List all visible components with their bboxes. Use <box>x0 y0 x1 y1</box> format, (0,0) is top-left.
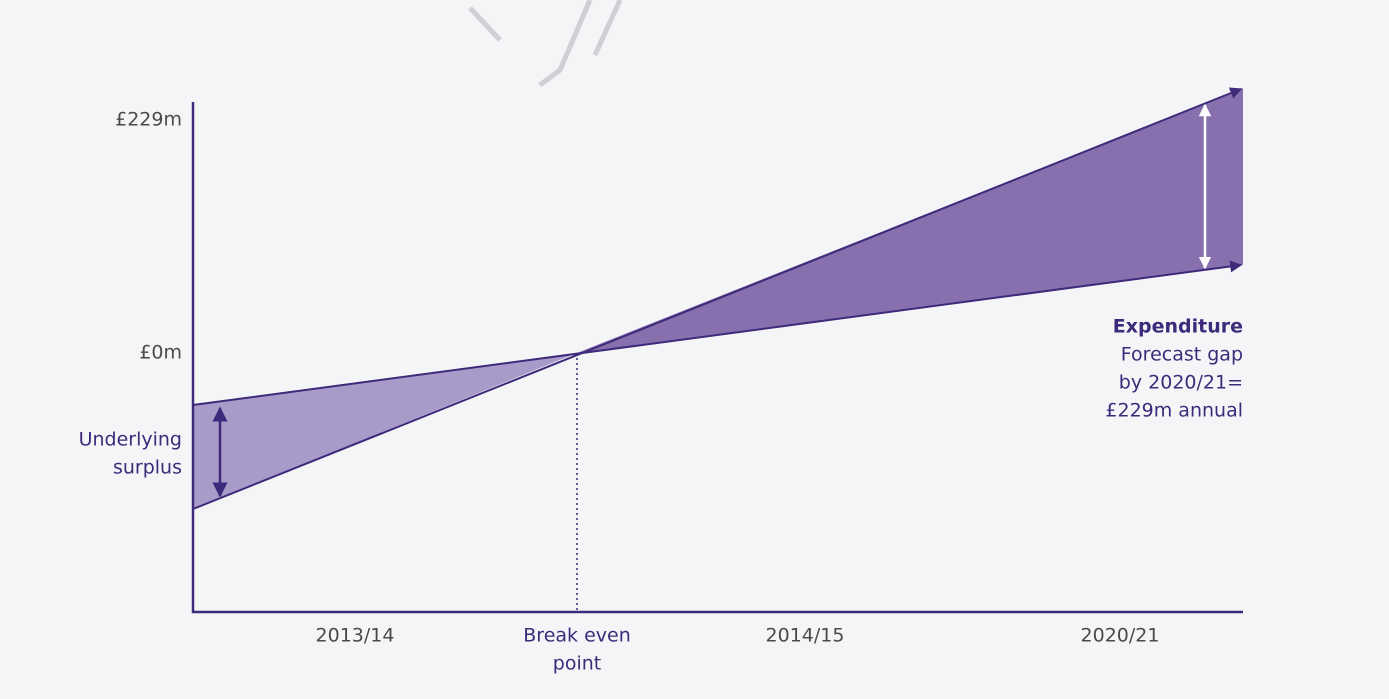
surplus-label: Underlying <box>79 429 182 451</box>
expenditure-title: Expenditure <box>1113 316 1243 338</box>
surplus-label: surplus <box>113 457 182 479</box>
break-even-label: point <box>553 653 601 675</box>
expenditure-note: by 2020/21= <box>1119 372 1243 394</box>
x-label: 2014/15 <box>766 625 845 647</box>
expenditure-line <box>192 87 1243 510</box>
expenditure-note: £229m annual <box>1105 400 1243 422</box>
x-label: 2020/21 <box>1081 625 1160 647</box>
expenditure-note: Forecast gap <box>1121 344 1243 366</box>
watermark <box>468 0 623 87</box>
break-even-label: Break even <box>523 625 630 647</box>
y-label: £229m <box>115 109 182 131</box>
y-label: £0m <box>139 342 182 364</box>
x-label: 2013/14 <box>316 625 395 647</box>
income-line <box>192 260 1243 406</box>
